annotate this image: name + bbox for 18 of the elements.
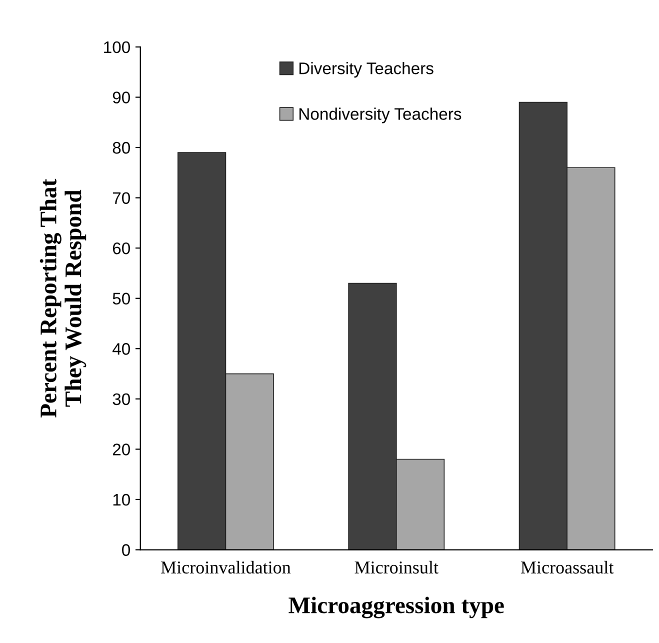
- y-tick-label: 50: [112, 292, 130, 305]
- y-tick-label: 100: [104, 41, 130, 54]
- y-axis-title: Percent Reporting That They Would Respond: [40, 178, 86, 418]
- y-tick-label: 70: [112, 192, 130, 204]
- y-tick-label: 40: [112, 343, 130, 355]
- y-tick-label: 10: [113, 494, 130, 506]
- x-tick-label: Microinvalidation: [161, 560, 291, 574]
- y-tick-label: 30: [112, 393, 130, 406]
- y-tick-label: 20: [112, 444, 130, 456]
- y-tick-label: 0: [122, 544, 130, 556]
- x-axis-title: Microaggression type: [288, 596, 504, 618]
- y-tick-label: 60: [112, 242, 130, 254]
- legend-label: Nondiversity Teachers: [299, 108, 462, 124]
- y-tick-label: 90: [112, 92, 130, 104]
- y-tick-label: 80: [112, 142, 130, 154]
- x-tick-label: Microinsult: [354, 560, 438, 574]
- legend-label: Diversity Teachers: [299, 62, 434, 78]
- x-tick-label: Microassault: [520, 560, 614, 574]
